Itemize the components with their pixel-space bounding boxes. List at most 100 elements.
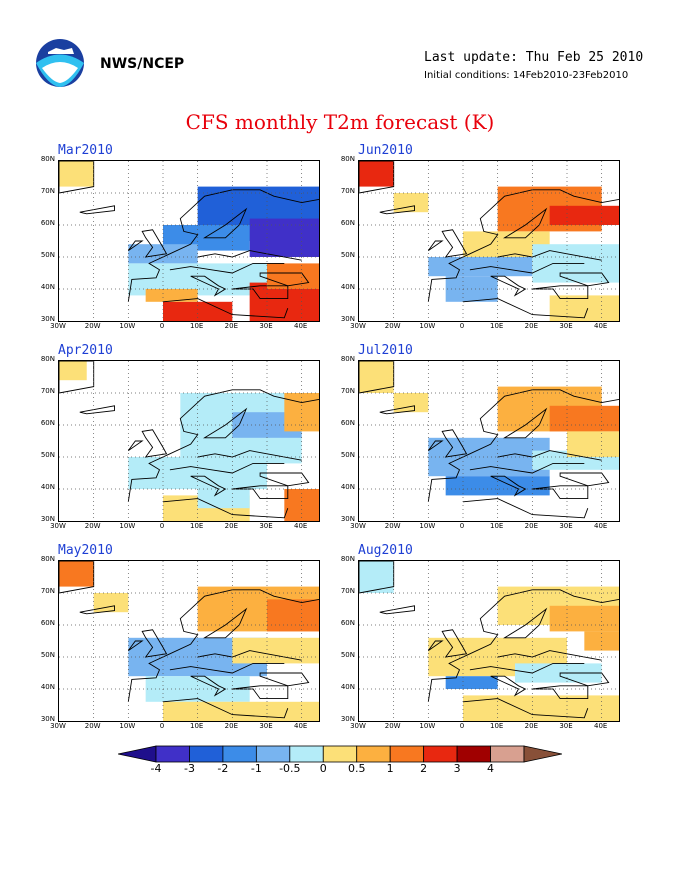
lat-tick-label: 30N xyxy=(340,715,355,723)
panel-title: May2010 xyxy=(58,543,113,558)
colorbar-tick-label: 4 xyxy=(487,762,495,775)
colorbar-swatch xyxy=(423,745,458,763)
lon-tick-label: 20E xyxy=(224,522,238,530)
lat-tick-label: 70N xyxy=(40,387,55,395)
anomaly-cell xyxy=(267,599,319,632)
colorbar-min-arrow xyxy=(117,745,157,763)
initial-conditions-text: Initial conditions: 14Feb2010-23Feb2010 xyxy=(424,70,629,81)
coastline xyxy=(162,498,289,519)
anomaly-cell xyxy=(515,663,602,683)
last-update-text: Last update: Thu Feb 25 2010 xyxy=(424,50,644,65)
anomaly-cell xyxy=(59,161,94,187)
coastline xyxy=(503,207,548,239)
coastline xyxy=(169,662,285,674)
forecast-map-panel xyxy=(58,160,320,322)
coastline xyxy=(141,629,168,658)
coastline xyxy=(203,207,248,239)
lat-tick-label: 60N xyxy=(40,219,55,227)
coastline xyxy=(232,685,289,700)
coastline xyxy=(190,675,227,697)
anomaly-cell xyxy=(549,405,619,432)
lon-tick-label: 10W xyxy=(119,322,136,330)
anomaly-cell xyxy=(359,161,394,187)
panel-title: Aug2010 xyxy=(358,543,413,558)
coastline xyxy=(379,205,415,215)
lat-tick-label: 30N xyxy=(40,515,55,523)
coastline xyxy=(559,672,610,687)
coastline xyxy=(462,698,589,719)
coastline xyxy=(141,429,168,458)
colorbar-swatch xyxy=(456,745,491,763)
lon-tick-label: 10W xyxy=(419,722,436,730)
coastline xyxy=(359,161,395,194)
lon-tick-label: 10W xyxy=(419,522,436,530)
lon-tick-label: 40E xyxy=(593,322,608,330)
lat-tick-label: 70N xyxy=(40,187,55,195)
lat-tick-label: 50N xyxy=(340,651,355,659)
coastline xyxy=(259,272,310,287)
lat-tick-label: 80N xyxy=(340,355,355,363)
anomaly-cell xyxy=(197,489,250,509)
anomaly-cell xyxy=(284,393,319,432)
lon-tick-label: 10E xyxy=(489,722,504,730)
lon-tick-label: 20W xyxy=(384,722,401,730)
lat-tick-label: 70N xyxy=(40,587,55,595)
coastline xyxy=(469,462,585,474)
coastline xyxy=(259,472,310,487)
colorbar-tick-label: -3 xyxy=(183,762,195,775)
lon-tick-label: 10W xyxy=(119,522,136,530)
lon-tick-label: 30W xyxy=(350,522,366,530)
lat-tick-label: 50N xyxy=(340,451,355,459)
coastline xyxy=(462,498,589,519)
lon-tick-label: 20E xyxy=(224,322,238,330)
anomaly-cell xyxy=(163,301,233,321)
anomaly-cell xyxy=(549,605,619,632)
coastline xyxy=(559,472,610,487)
coastline xyxy=(203,407,248,439)
coastline xyxy=(190,475,227,497)
coastline xyxy=(359,561,395,594)
colorbar-swatch xyxy=(490,745,525,763)
colorbar-tick-label: -2 xyxy=(217,762,229,775)
colorbar-swatch xyxy=(322,745,358,763)
lon-tick-label: 10E xyxy=(189,322,204,330)
coastline xyxy=(503,407,548,439)
lon-tick-label: 0 xyxy=(159,722,165,730)
coastline xyxy=(59,561,95,594)
lat-tick-label: 40N xyxy=(40,683,55,691)
anomaly-cell xyxy=(359,561,394,593)
anomaly-cell xyxy=(567,431,619,457)
coastline xyxy=(203,607,248,639)
anomaly-cell xyxy=(93,593,129,613)
lon-tick-label: 40E xyxy=(293,522,308,530)
lon-tick-label: 0 xyxy=(459,722,465,730)
coastline xyxy=(232,285,289,300)
lon-tick-label: 30W xyxy=(50,522,66,530)
org-label: NWS/NCEP xyxy=(100,56,185,72)
coastline xyxy=(441,629,468,658)
coastline xyxy=(197,250,302,261)
coastline xyxy=(427,440,444,451)
colorbar-swatch xyxy=(222,745,257,763)
noaa-logo-icon xyxy=(34,38,86,88)
coastline xyxy=(59,161,95,194)
lon-tick-label: 40E xyxy=(293,722,308,730)
coastline xyxy=(441,229,468,258)
lon-tick-label: 0 xyxy=(159,322,165,330)
lon-tick-label: 30E xyxy=(559,522,573,530)
lon-tick-label: 20E xyxy=(524,722,538,730)
lat-tick-label: 30N xyxy=(40,315,55,323)
coastline xyxy=(232,485,289,500)
colorbar-tick-label: 1 xyxy=(386,762,394,775)
lat-tick-label: 60N xyxy=(40,419,55,427)
lon-tick-label: 10W xyxy=(419,322,436,330)
coastline xyxy=(427,240,444,251)
colorbar-tick-label: 3 xyxy=(453,762,461,775)
lon-tick-label: 40E xyxy=(593,522,608,530)
lon-tick-label: 0 xyxy=(459,522,465,530)
anomaly-cell xyxy=(59,561,94,587)
lon-tick-label: 30W xyxy=(50,722,66,730)
coastline xyxy=(532,285,589,300)
lon-tick-label: 0 xyxy=(159,522,165,530)
coastline xyxy=(469,662,585,674)
